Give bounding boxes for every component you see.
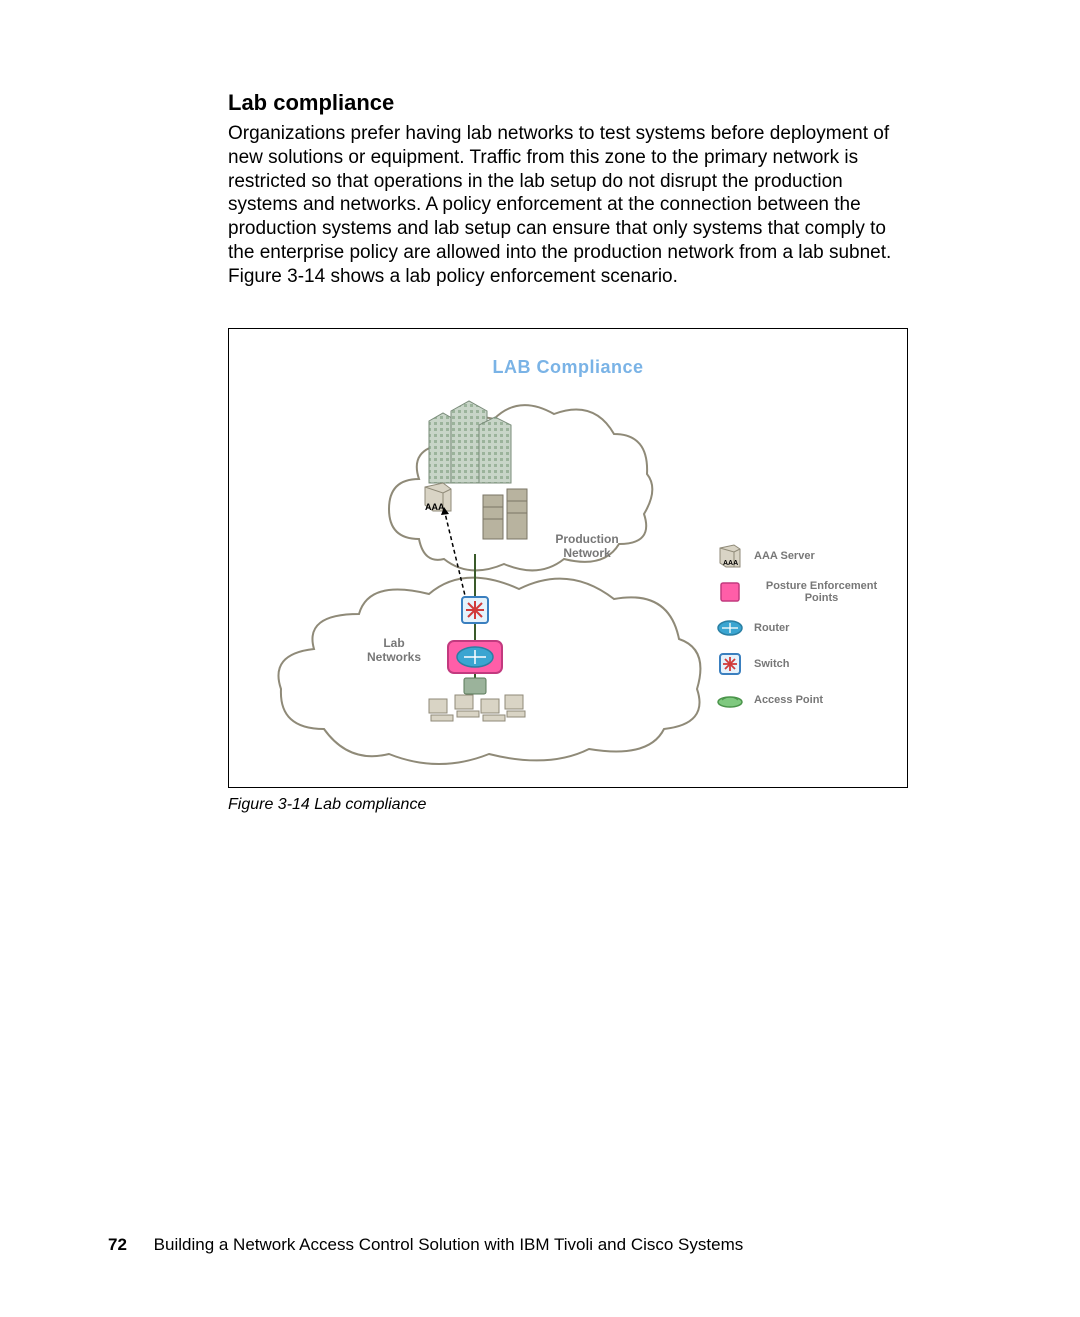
switch-icon xyxy=(714,652,746,676)
lab-label-text: Lab Networks xyxy=(367,636,421,664)
legend-label-aaa: AAA Server xyxy=(754,550,815,563)
legend-label-ap: Access Point xyxy=(754,694,823,707)
figure-title: LAB Compliance xyxy=(229,357,907,378)
aaa-server-icon: AAA xyxy=(714,543,746,569)
production-label: Production Network xyxy=(547,533,627,561)
page-footer: 72 Building a Network Access Control Sol… xyxy=(108,1235,743,1255)
access-point-icon xyxy=(714,692,746,708)
lab-pcs-icon xyxy=(427,689,527,734)
lab-label: Lab Networks xyxy=(359,637,429,665)
switch-top-icon xyxy=(460,595,490,625)
legend-row-pep: Posture Enforcement Points xyxy=(714,579,889,605)
legend-row-ap: Access Point xyxy=(714,687,889,713)
production-label-text: Production Network xyxy=(555,532,618,560)
legend-row-switch: Switch xyxy=(714,651,889,677)
router-icon xyxy=(714,619,746,637)
page-number: 72 xyxy=(108,1235,127,1254)
pep-router-icon xyxy=(446,637,504,677)
legend-row-aaa: AAA AAA Server xyxy=(714,543,889,569)
buildings-icon xyxy=(421,391,516,486)
legend-row-router: Router xyxy=(714,615,889,641)
figure-caption: Figure 3-14 Lab compliance xyxy=(228,796,908,814)
body-paragraph: Organizations prefer having lab networks… xyxy=(228,122,908,288)
svg-text:AAA: AAA xyxy=(723,560,738,567)
figure-container: LAB Compliance xyxy=(228,328,908,788)
legend: AAA AAA Server Posture Enforcement Point… xyxy=(714,543,889,723)
footer-title: Building a Network Access Control Soluti… xyxy=(154,1235,744,1254)
server-cabinets-icon xyxy=(481,487,531,542)
legend-label-switch: Switch xyxy=(754,658,789,671)
legend-label-pep: Posture Enforcement Points xyxy=(754,580,889,605)
pep-icon xyxy=(714,581,746,603)
section-heading: Lab compliance xyxy=(228,90,908,116)
legend-label-router: Router xyxy=(754,622,789,635)
